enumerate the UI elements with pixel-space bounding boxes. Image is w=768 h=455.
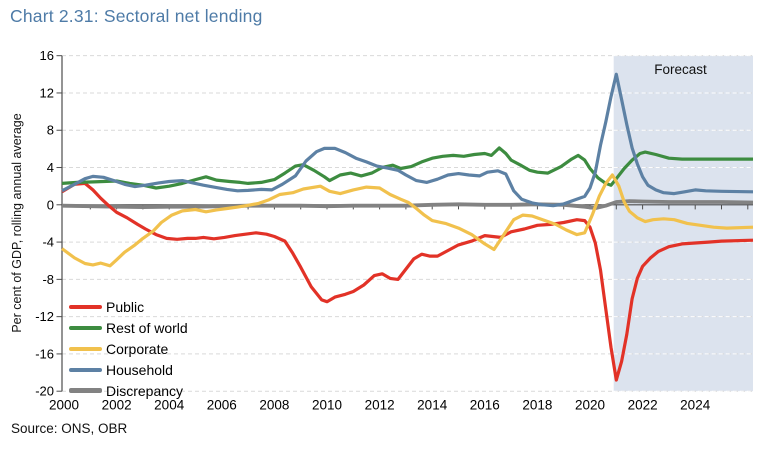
x-tick-label: 2004 xyxy=(154,398,185,413)
series-line-corporate xyxy=(61,173,754,268)
legend: Public Rest of world Corporate Household… xyxy=(69,297,188,401)
household-line-swatch xyxy=(69,367,102,372)
x-tick-label: 2000 xyxy=(49,398,79,413)
series-line-discrepancy xyxy=(61,199,754,211)
forecast-label: Forecast xyxy=(654,62,707,77)
y-axis-title: Per cent of GDP, rolling annual average xyxy=(10,113,24,333)
y-tick-label: -20 xyxy=(35,384,54,399)
y-tick-label: -4 xyxy=(42,235,54,250)
x-tick-label: 2020 xyxy=(575,398,605,413)
legend-item-corporate: Corporate xyxy=(69,339,188,360)
legend-item-discrepancy: Discrepancy xyxy=(69,380,188,401)
discrepancy-line-swatch xyxy=(69,388,102,393)
x-tick-label: 2008 xyxy=(259,398,289,413)
y-tick-label: -16 xyxy=(35,346,54,361)
corporate-line-swatch xyxy=(69,346,102,352)
chart-title: Chart 2.31: Sectoral net lending xyxy=(10,6,263,26)
legend-label: Household xyxy=(106,361,173,378)
x-tick-label: 2016 xyxy=(470,398,500,413)
legend-label: Corporate xyxy=(106,340,169,357)
legend-label: Discrepancy xyxy=(106,382,184,399)
x-tick-label: 2006 xyxy=(207,398,237,413)
y-tick-label: -8 xyxy=(42,272,54,287)
legend-item-public: Public xyxy=(69,297,188,318)
rest-of-world-line-swatch xyxy=(69,326,102,331)
legend-item-rest-of-world: Rest of world xyxy=(69,318,188,339)
x-tick-label: 2024 xyxy=(680,398,711,413)
y-tick-label: 12 xyxy=(40,85,54,100)
x-tick-label: 2010 xyxy=(312,398,342,413)
series-line-rest-of-world xyxy=(61,146,753,190)
x-tick-label: 2018 xyxy=(522,398,552,413)
source-note: Source: ONS, OBR xyxy=(11,421,128,436)
legend-item-household: Household xyxy=(69,359,188,380)
legend-label: Public xyxy=(106,299,145,316)
y-tick-label: 16 xyxy=(40,48,54,63)
y-tick-label: 8 xyxy=(47,123,54,138)
y-tick-label: -12 xyxy=(35,309,54,324)
x-tick-label: 2002 xyxy=(102,398,132,413)
y-tick-label: 0 xyxy=(47,197,54,212)
series-line-public xyxy=(61,181,754,382)
x-tick-label: 2014 xyxy=(417,398,448,413)
x-tick-label: 2022 xyxy=(628,398,658,413)
legend-label: Rest of world xyxy=(106,320,188,337)
series-line-household xyxy=(61,72,754,208)
public-line-swatch xyxy=(69,305,102,310)
x-tick-label: 2012 xyxy=(365,398,395,413)
y-tick-label: 4 xyxy=(47,160,54,175)
